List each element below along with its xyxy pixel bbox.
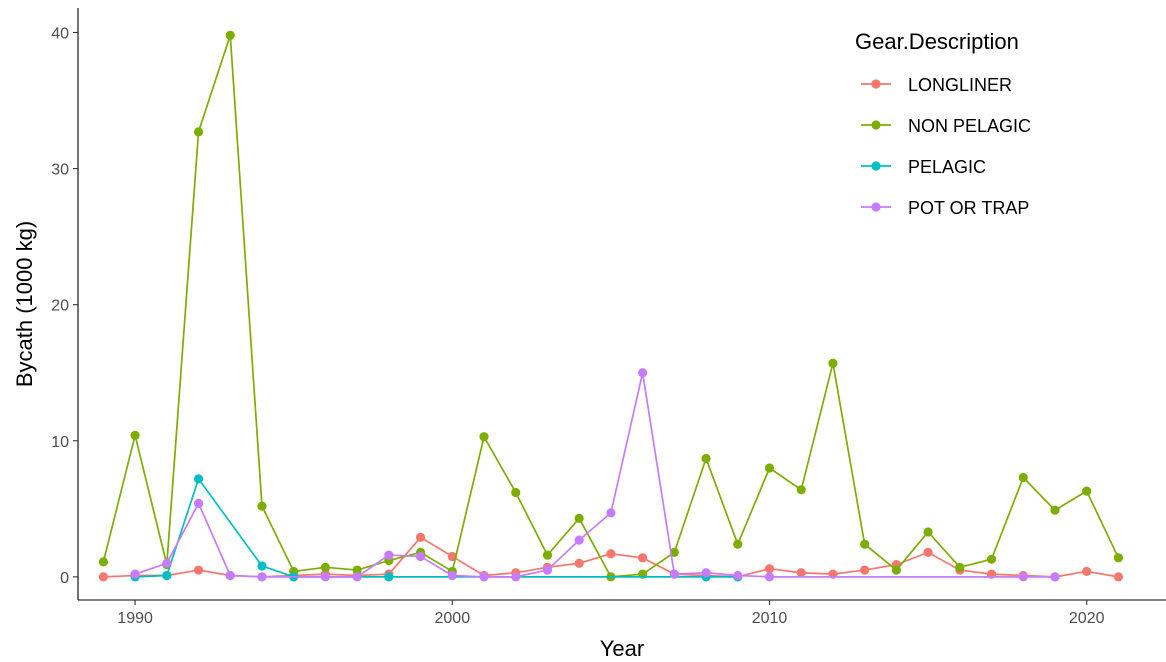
data-point-non-pelagic [796, 485, 806, 495]
data-point-longliner [923, 547, 933, 557]
data-point-pot-or-trap [320, 572, 331, 582]
legend-item-longliner: LONGLINER [861, 75, 1012, 95]
x-axis-title: Year [600, 636, 644, 661]
legend-items: LONGLINER NON PELAGIC PELAGIC POT OR TRAP [861, 75, 1031, 218]
data-point-longliner [764, 564, 775, 574]
data-point-pot-or-trap [511, 572, 521, 582]
data-point-pot-or-trap [701, 568, 711, 578]
legend-label: NON PELAGIC [908, 116, 1031, 136]
data-point-non-pelagic [1082, 486, 1092, 496]
plot-area: 0 10 20 30 40 1990 2000 2010 2020 [51, 8, 1166, 627]
data-point-non-pelagic [130, 430, 140, 440]
x-tick-label: 1990 [117, 610, 153, 627]
series-line-pot-or-trap [134, 371, 1055, 578]
data-point-pot-or-trap [638, 368, 648, 378]
legend-key-point [871, 79, 881, 89]
data-point-non-pelagic [193, 127, 204, 137]
data-point-non-pelagic [225, 30, 235, 40]
series-pot-or-trap [130, 368, 1060, 582]
data-point-pelagic [257, 561, 267, 571]
legend-item-pot-or-trap: POT OR TRAP [861, 198, 1029, 218]
data-point-pot-or-trap [669, 569, 679, 579]
legend-key-point [871, 161, 881, 171]
data-point-pot-or-trap [606, 508, 616, 518]
y-tick-label: 30 [51, 162, 69, 179]
data-point-non-pelagic [923, 527, 933, 537]
data-point-pot-or-trap [225, 570, 235, 581]
data-point-pot-or-trap [542, 565, 553, 575]
data-point-longliner [860, 565, 870, 575]
x-axis-ticks: 1990 2000 2010 2020 [117, 600, 1105, 627]
data-point-non-pelagic [352, 565, 362, 575]
y-axis-ticks: 0 10 20 30 40 [51, 25, 78, 587]
data-point-non-pelagic [479, 432, 489, 442]
legend-label: PELAGIC [908, 157, 986, 177]
legend-label: POT OR TRAP [908, 198, 1029, 218]
y-tick-label: 10 [51, 434, 69, 451]
data-point-pot-or-trap [415, 551, 426, 562]
data-point-non-pelagic [1018, 472, 1028, 483]
data-point-non-pelagic [860, 539, 870, 549]
data-point-non-pelagic [257, 501, 267, 511]
legend-item-non-pelagic: NON PELAGIC [861, 116, 1031, 136]
series-line-pelagic [135, 478, 738, 578]
data-point-longliner [606, 549, 616, 559]
data-point-non-pelagic [574, 513, 584, 523]
data-point-pot-or-trap [352, 572, 362, 582]
data-point-non-pelagic [986, 554, 997, 564]
data-point-longliner [1082, 566, 1092, 577]
data-point-non-pelagic [320, 562, 331, 572]
data-point-longliner [638, 553, 648, 563]
legend-label: LONGLINER [908, 75, 1012, 95]
data-point-pot-or-trap [1050, 572, 1060, 582]
data-point-longliner [796, 568, 806, 578]
y-tick-label: 0 [60, 570, 69, 587]
data-point-non-pelagic [828, 358, 838, 368]
data-point-pelagic [193, 474, 204, 484]
data-point-pot-or-trap [479, 572, 489, 582]
data-point-longliner [574, 558, 584, 568]
x-tick-label: 2010 [752, 610, 788, 627]
data-point-longliner [98, 572, 108, 582]
legend-key-point [871, 202, 881, 212]
legend-key-point [871, 120, 881, 130]
legend-item-pelagic: PELAGIC [861, 157, 986, 177]
data-point-pelagic [384, 572, 394, 582]
data-point-pot-or-trap [193, 498, 204, 508]
data-point-pot-or-trap [764, 572, 775, 582]
data-point-non-pelagic [891, 565, 901, 575]
legend: Gear.Description LONGLINER NON PELAGIC PEL… [855, 29, 1031, 218]
data-point-non-pelagic [98, 557, 108, 567]
y-axis-title: Bycath (1000 kg) [12, 221, 37, 387]
x-tick-label: 2000 [435, 610, 471, 627]
series-layer [98, 30, 1124, 582]
data-point-non-pelagic [511, 487, 521, 498]
data-point-pot-or-trap [1018, 572, 1028, 582]
data-point-non-pelagic [1050, 505, 1060, 515]
data-point-pot-or-trap [162, 558, 172, 568]
data-point-pot-or-trap [257, 572, 267, 582]
y-tick-label: 20 [51, 298, 69, 315]
data-point-pot-or-trap [733, 570, 743, 581]
data-point-non-pelagic [764, 463, 775, 473]
data-point-non-pelagic [733, 539, 743, 549]
data-point-non-pelagic [542, 550, 553, 560]
data-point-pot-or-trap [384, 550, 394, 560]
data-point-non-pelagic [955, 562, 965, 572]
data-point-non-pelagic [701, 453, 711, 464]
x-tick-label: 2020 [1069, 610, 1105, 627]
series-non-pelagic [98, 30, 1124, 582]
data-point-non-pelagic [1113, 553, 1124, 563]
data-point-pot-or-trap [574, 535, 584, 545]
data-point-longliner [193, 565, 204, 575]
data-point-pelagic [162, 570, 172, 581]
y-tick-label: 40 [51, 25, 69, 42]
data-point-pot-or-trap [130, 569, 140, 579]
legend-title: Gear.Description [855, 29, 1019, 54]
data-point-pot-or-trap [447, 570, 457, 581]
data-point-longliner [415, 532, 426, 543]
data-point-longliner [1113, 572, 1124, 582]
